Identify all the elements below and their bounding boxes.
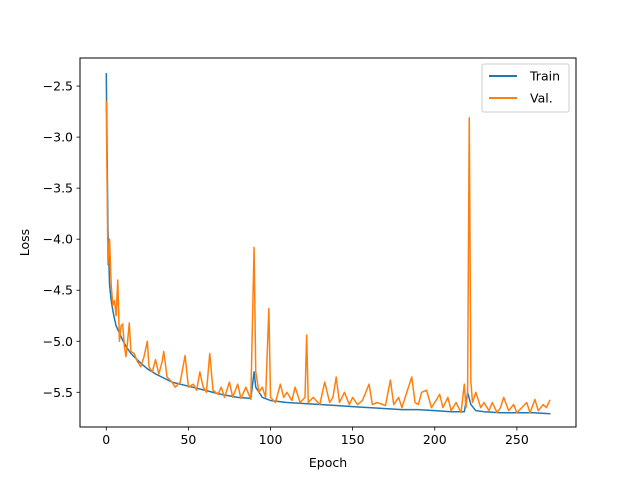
y-tick-label: −5.0 — [43, 334, 73, 349]
y-axis-label: Loss — [17, 229, 32, 256]
x-tick-label: 150 — [341, 432, 365, 447]
x-tick-label: 50 — [180, 432, 196, 447]
legend-label-train: Train — [529, 69, 560, 84]
legend-label-val: Val. — [530, 91, 553, 106]
y-tick-label: −5.5 — [43, 385, 73, 400]
y-tick-label: −3.5 — [43, 181, 73, 196]
series-line-val — [105, 100, 551, 414]
x-tick-label: 0 — [102, 432, 110, 447]
legend: Train Val. — [481, 63, 570, 113]
plot-frame — [79, 57, 577, 428]
series-layer — [105, 73, 551, 415]
y-tick-label: −3.0 — [43, 130, 73, 145]
x-axis: 0 50 100 150 200 250 — [102, 427, 529, 447]
x-axis-label: Epoch — [309, 455, 347, 470]
y-tick-label: −2.5 — [43, 79, 73, 94]
y-tick-label: −4.0 — [43, 232, 73, 247]
y-tick-label: −4.5 — [43, 283, 73, 298]
x-tick-label: 200 — [423, 432, 447, 447]
x-tick-label: 100 — [259, 432, 283, 447]
y-axis: −2.5 −3.0 −3.5 −4.0 −4.5 −5.0 −5.5 — [43, 79, 80, 400]
x-tick-label: 250 — [505, 432, 529, 447]
